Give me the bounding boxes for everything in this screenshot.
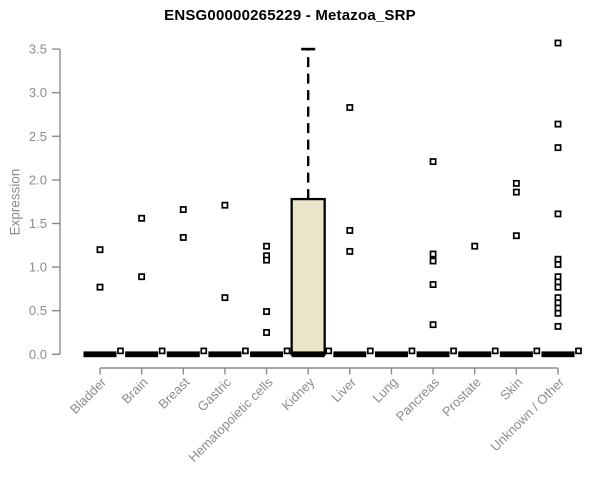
outlier-point: [179, 206, 187, 213]
median-bar: [416, 351, 450, 358]
y-tick-label: 0.0: [29, 347, 47, 362]
outlier-point: [554, 210, 562, 218]
y-tick-label: 3.5: [29, 42, 47, 57]
y-tick-label: 2.0: [29, 172, 47, 187]
zero-point: [158, 347, 166, 355]
outlier-point: [346, 247, 354, 255]
category-label: Lung: [370, 375, 401, 406]
y-tick-label: 3.0: [29, 85, 47, 100]
y-tick-label: 1.5: [29, 216, 47, 231]
outlier-point: [346, 104, 354, 111]
median-bar: [458, 351, 492, 358]
outlier-point: [221, 294, 229, 302]
zero-point: [283, 347, 291, 355]
zero-point: [450, 347, 457, 355]
zero-point: [242, 347, 249, 355]
zero-point: [325, 347, 333, 355]
median-bar: [208, 351, 242, 358]
category-label: Pancreas: [393, 374, 443, 424]
y-tick-label: 2.5: [29, 129, 47, 144]
outlier-point: [263, 242, 270, 250]
zero-point: [200, 347, 208, 355]
y-tick-label: 0.5: [29, 303, 47, 318]
category-label: Liver: [328, 374, 359, 405]
outlier-point: [429, 281, 437, 288]
outlier-point: [512, 188, 520, 196]
median-bar: [499, 351, 533, 358]
outlier-point: [96, 283, 104, 291]
outlier-point: [429, 250, 437, 258]
median-bar: [250, 351, 284, 358]
category-label: Brain: [119, 375, 151, 407]
outlier-point: [554, 283, 562, 291]
outlier-point: [346, 227, 354, 234]
median-bar: [541, 351, 575, 358]
zero-point: [366, 347, 374, 355]
median-bar: [83, 351, 117, 358]
outlier-point: [554, 144, 562, 152]
y-tick-label: 1.0: [29, 260, 47, 275]
category-label: Kidney: [279, 374, 318, 413]
outlier-point: [263, 308, 270, 316]
outlier-point: [138, 273, 146, 281]
outlier-point: [138, 214, 146, 222]
zero-point: [575, 347, 582, 355]
zero-point: [533, 347, 541, 355]
median-bar: [166, 351, 200, 358]
outlier-point: [179, 234, 187, 241]
outlier-point: [554, 322, 562, 330]
zero-point: [491, 347, 499, 355]
outlier-point: [221, 201, 229, 209]
outlier-point: [429, 321, 437, 329]
category-label: Bladder: [67, 374, 110, 417]
category-label: Skin: [497, 375, 525, 403]
outlier-point: [554, 309, 562, 317]
outlier-point: [512, 232, 520, 240]
zero-point: [408, 347, 416, 355]
chart-title: ENSG00000265229 - Metazoa_SRP: [164, 7, 416, 24]
median-bar: [333, 351, 367, 358]
outlier-point: [471, 242, 479, 250]
outlier-point: [429, 158, 437, 166]
outlier-point: [96, 246, 104, 254]
median-bar: [374, 351, 408, 358]
outlier-point: [263, 256, 270, 264]
outlier-point: [554, 120, 562, 128]
y-axis-title: Expression: [7, 168, 23, 236]
outlier-point: [554, 261, 562, 268]
category-label: Gastric: [194, 374, 234, 414]
median-bar: [125, 351, 159, 358]
outlier-point: [512, 179, 520, 187]
median-bar: [291, 351, 325, 358]
outlier-point: [429, 257, 437, 265]
category-label: Prostate: [439, 375, 484, 420]
category-label: Unknown / Other: [488, 374, 568, 454]
outlier-point: [263, 329, 270, 336]
outlier-point: [554, 39, 562, 47]
box: [290, 197, 326, 356]
category-label: Breast: [155, 374, 192, 411]
zero-point: [117, 347, 124, 355]
